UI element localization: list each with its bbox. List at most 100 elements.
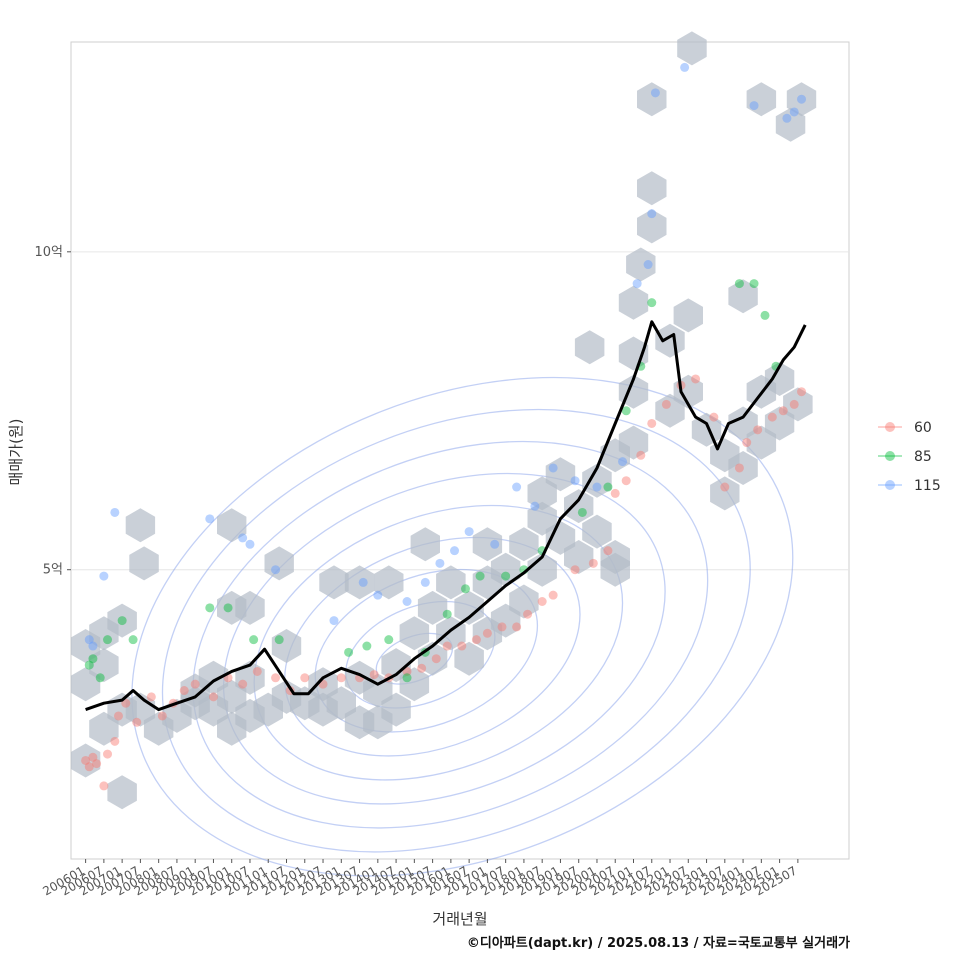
point-60	[300, 673, 310, 683]
point-60	[113, 711, 123, 721]
point-115	[632, 279, 642, 289]
point-60	[789, 399, 799, 409]
point-60	[457, 641, 467, 651]
point-60	[103, 749, 113, 759]
point-60	[482, 628, 492, 638]
point-60	[636, 450, 646, 460]
point-60	[621, 476, 631, 486]
point-115	[643, 260, 653, 270]
y-tick-label: 10억	[34, 245, 63, 260]
hex-bin	[764, 362, 795, 396]
point-115	[329, 616, 339, 626]
point-115	[650, 88, 660, 98]
point-85	[384, 635, 394, 645]
point-85	[621, 406, 631, 416]
point-85	[84, 660, 94, 670]
hex-bin	[319, 565, 349, 600]
hex-bin	[637, 209, 667, 244]
point-115	[99, 571, 109, 581]
point-115	[271, 565, 281, 575]
point-115	[110, 507, 120, 517]
point-60	[157, 711, 167, 721]
hex-bin	[637, 171, 667, 206]
contour-line	[161, 408, 751, 853]
hex-bin	[217, 508, 247, 543]
point-60	[417, 663, 427, 673]
point-60	[734, 463, 744, 473]
contour-line	[192, 440, 709, 829]
point-60	[81, 755, 91, 765]
point-115	[358, 577, 368, 587]
point-115	[789, 107, 799, 117]
point-60	[548, 590, 558, 600]
point-60	[537, 597, 547, 607]
point-85	[501, 571, 511, 581]
point-60	[497, 622, 507, 632]
point-60	[797, 387, 807, 397]
hex-bin	[374, 565, 404, 600]
point-60	[603, 546, 613, 556]
point-115	[373, 590, 383, 600]
hex-bin	[673, 298, 703, 333]
hex-bin	[582, 463, 612, 498]
point-60	[742, 438, 752, 448]
point-60	[88, 752, 98, 762]
trend-line	[85, 320, 807, 712]
hex-bin	[264, 546, 294, 581]
contour-line	[131, 376, 794, 877]
legend-label-115: 115	[914, 478, 941, 494]
hex-bin	[490, 552, 521, 587]
point-60	[767, 412, 777, 422]
point-115	[420, 577, 430, 587]
hex-bin	[417, 590, 448, 625]
hex-bin	[618, 285, 649, 320]
point-85	[128, 635, 138, 645]
hex-bin	[454, 590, 484, 625]
hex-bin	[783, 387, 813, 422]
point-85	[205, 603, 215, 613]
point-115	[647, 209, 657, 219]
point-60	[190, 679, 200, 689]
point-60	[661, 399, 671, 409]
hex-bin	[344, 565, 375, 600]
legend-label-85: 85	[914, 449, 932, 465]
point-85	[442, 609, 452, 619]
point-85	[475, 571, 485, 581]
hex-bin	[527, 552, 557, 587]
hex-bin	[472, 527, 503, 562]
legend: 60 85 115	[878, 420, 941, 494]
point-60	[523, 609, 533, 619]
hex-bin	[399, 616, 430, 651]
point-115	[464, 527, 474, 537]
legend-key-85	[885, 451, 895, 461]
point-60	[402, 666, 412, 676]
hex-bin	[454, 641, 484, 676]
hex-bin	[626, 247, 656, 282]
point-60	[99, 781, 109, 791]
point-60	[570, 565, 580, 575]
hex-bin	[410, 527, 440, 562]
hex-bin	[618, 425, 649, 460]
point-60	[720, 482, 730, 492]
point-85	[577, 507, 587, 517]
legend-key-115	[885, 480, 895, 490]
point-60	[647, 418, 657, 428]
point-115	[84, 635, 94, 645]
hex-bin	[746, 82, 777, 117]
point-85	[734, 279, 744, 289]
point-60	[179, 686, 189, 696]
trend-path	[85, 320, 807, 712]
hex-bin	[786, 82, 817, 117]
hex-bin	[235, 660, 265, 695]
point-115	[680, 62, 690, 72]
hex-bins	[70, 31, 817, 810]
point-115	[238, 533, 248, 543]
point-60	[208, 692, 218, 702]
point-85	[362, 641, 372, 651]
point-85	[647, 298, 657, 308]
point-60	[336, 673, 346, 683]
point-60	[271, 673, 281, 683]
hex-bin	[655, 323, 685, 358]
hex-bin	[600, 552, 630, 587]
